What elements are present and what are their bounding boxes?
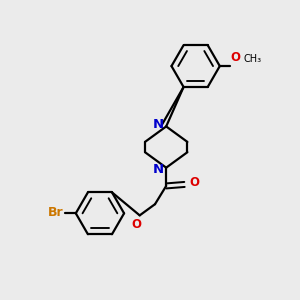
Text: N: N (152, 163, 164, 176)
Text: CH₃: CH₃ (243, 54, 262, 64)
Text: Br: Br (48, 206, 63, 219)
Text: O: O (131, 218, 141, 231)
Text: N: N (152, 118, 164, 131)
Text: O: O (230, 51, 240, 64)
Text: O: O (189, 176, 199, 190)
